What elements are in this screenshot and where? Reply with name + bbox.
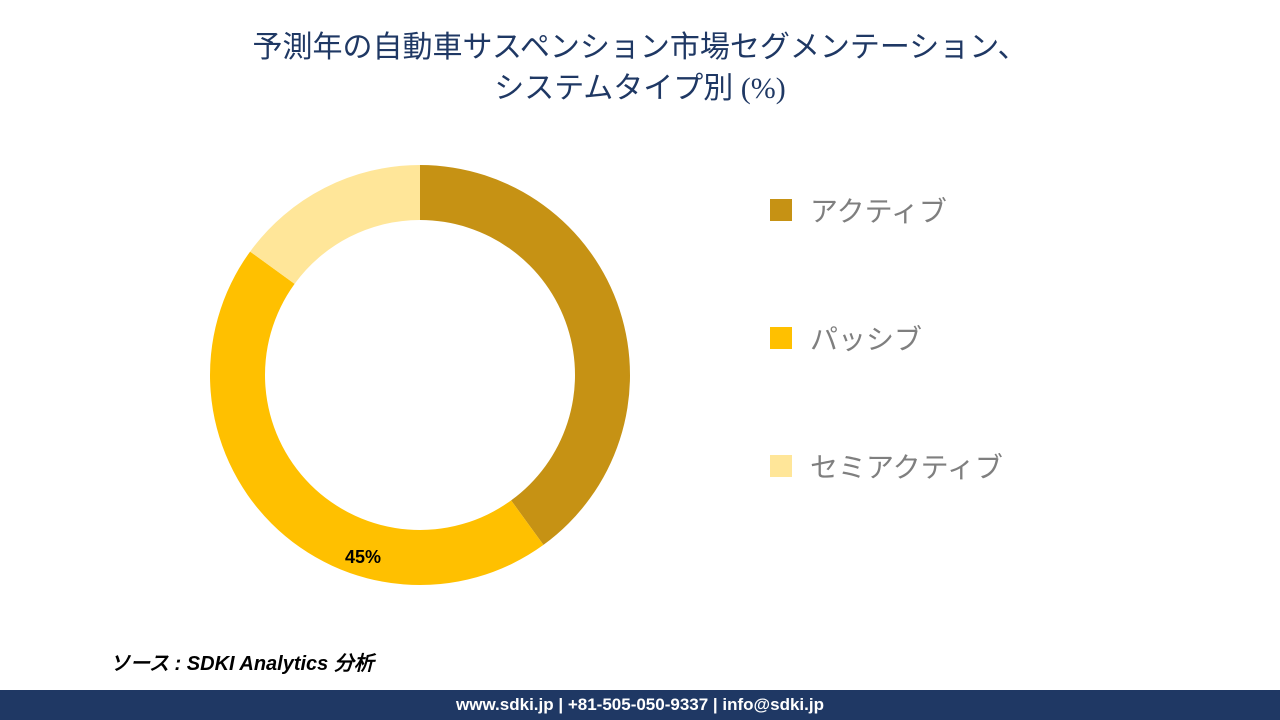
legend: アクティブパッシブセミアクティブ — [770, 190, 1230, 574]
donut-segment-semi_active — [250, 165, 420, 284]
donut-segment-passive — [210, 252, 543, 585]
source-prefix: ソース : — [110, 653, 187, 675]
donut-svg — [190, 145, 650, 605]
legend-swatch-semi_active — [770, 455, 792, 477]
data-label-passive: 45% — [345, 547, 381, 568]
donut-segment-active — [420, 165, 630, 545]
legend-label-semi_active: セミアクティブ — [810, 446, 1003, 486]
legend-swatch-passive — [770, 327, 792, 349]
legend-swatch-active — [770, 199, 792, 221]
source-attribution: ソース : SDKI Analytics 分析 — [110, 647, 374, 676]
chart-title: 予測年の自動車サスペンション市場セグメンテーション、 システムタイプ別 (%) — [0, 0, 1280, 109]
chart-title-line2: システムタイプ別 (%) — [0, 69, 1280, 110]
legend-label-active: アクティブ — [810, 190, 947, 230]
page-root: 予測年の自動車サスペンション市場セグメンテーション、 システムタイプ別 (%) … — [0, 0, 1280, 720]
legend-item-semi_active: セミアクティブ — [770, 446, 1230, 486]
chart-title-line1: 予測年の自動車サスペンション市場セグメンテーション、 — [0, 28, 1280, 69]
legend-item-active: アクティブ — [770, 190, 1230, 230]
footer-bar: www.sdki.jp | +81-505-050-9337 | info@sd… — [0, 690, 1280, 720]
donut-chart: 45% — [190, 145, 650, 605]
legend-label-passive: パッシブ — [810, 318, 922, 358]
source-text: SDKI Analytics 分析 — [187, 653, 374, 675]
footer-text: www.sdki.jp | +81-505-050-9337 | info@sd… — [456, 695, 824, 714]
legend-item-passive: パッシブ — [770, 318, 1230, 358]
